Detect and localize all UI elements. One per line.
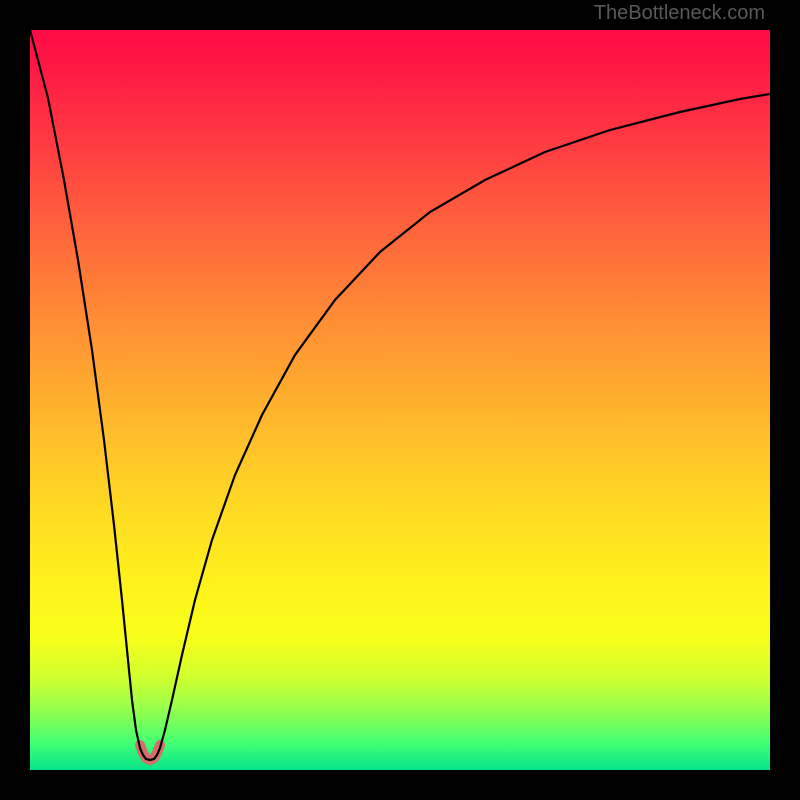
border-bottom — [0, 770, 800, 800]
plot-area — [30, 30, 770, 770]
chart-container: TheBottleneck.com — [0, 0, 800, 800]
curve-overlay — [30, 30, 770, 770]
border-left — [0, 0, 30, 800]
watermark-text: TheBottleneck.com — [594, 2, 765, 25]
bottleneck-curve — [30, 30, 770, 760]
border-right — [770, 0, 800, 800]
